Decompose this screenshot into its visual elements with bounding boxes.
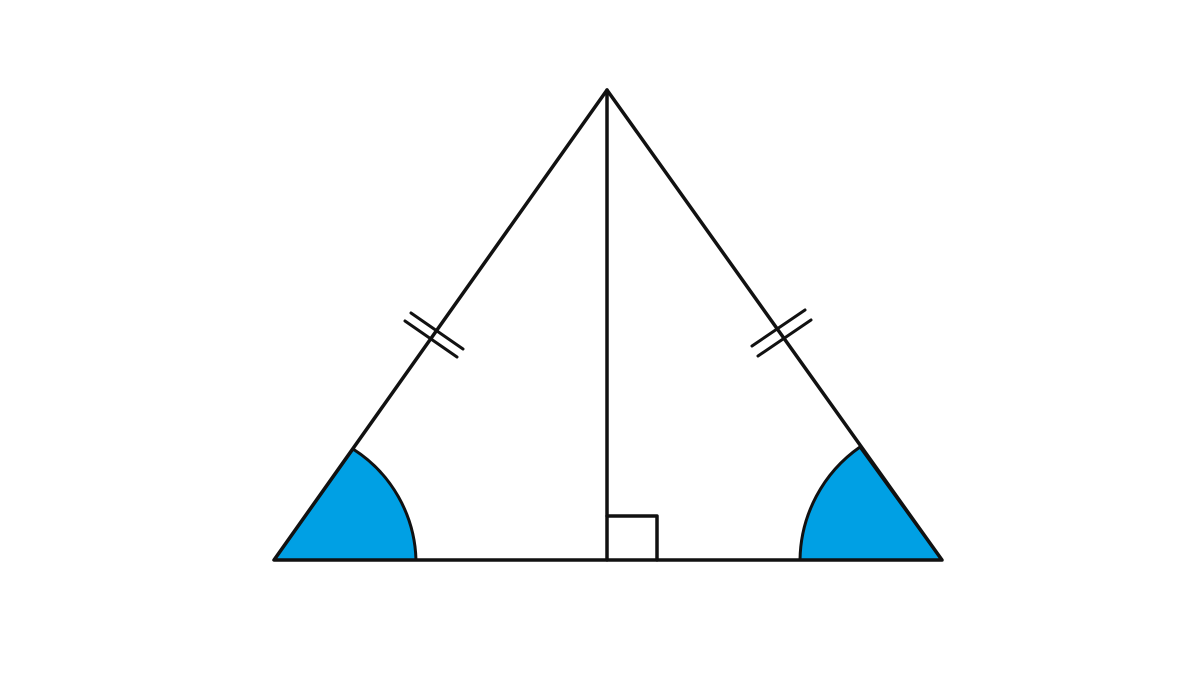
- right-base-angle-marker: [798, 445, 944, 562]
- left-base-angle-marker: [272, 447, 418, 562]
- right-side-tick-2: [756, 318, 813, 358]
- right-side-tick-1: [750, 308, 807, 348]
- left-side-tick-1: [403, 319, 459, 359]
- right-side-equal-ticks: [750, 308, 813, 358]
- right-angle-marker: [605, 514, 659, 562]
- left-side-tick-2: [409, 311, 465, 351]
- left-side-equal-ticks: [403, 311, 465, 359]
